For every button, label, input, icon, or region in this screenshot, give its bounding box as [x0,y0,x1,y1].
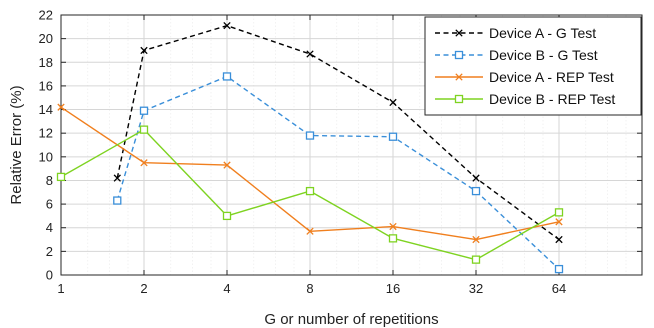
x-tick-label: 4 [223,281,230,296]
data-point [305,186,315,196]
data-point [472,174,480,182]
legend-item: Device B - REP Test [435,91,615,107]
x-marker-stroke [472,174,480,182]
legend-marker [455,73,463,81]
y-tick-label: 20 [39,31,53,46]
x-tick-label: 8 [306,281,313,296]
x-tick-label: 16 [386,281,400,296]
data-point [57,103,65,111]
legend-marker [455,29,463,37]
x-tick-label: 64 [552,281,566,296]
data-point [223,21,231,30]
x-marker-stroke [472,235,480,244]
data-point [113,174,121,182]
x-marker-stroke [555,235,563,244]
data-point [139,125,149,134]
x-marker-stroke [113,174,121,182]
x-tick-label: 2 [140,281,147,296]
y-tick-label: 18 [39,55,53,70]
data-point [139,106,149,115]
data-point [222,211,232,221]
series-2 [57,103,563,244]
data-point [223,161,231,169]
data-point [306,50,314,58]
x-marker-stroke [389,222,397,231]
legend-item: Device A - G Test [435,25,596,41]
data-point [472,235,480,244]
data-point [140,46,148,55]
data-point [222,72,232,81]
x-marker-stroke [555,218,563,226]
y-tick-label: 12 [39,126,53,141]
data-point [113,196,122,205]
x-tick-label: 1 [57,281,64,296]
data-point [555,218,563,226]
x-tick-label: 32 [469,281,483,296]
data-point [555,235,563,244]
data-point [389,98,397,107]
legend: Device A - G Test Device B - G Test Device… [424,16,642,116]
legend-label: Device B - G Test [489,47,598,63]
legend-marker [454,50,464,60]
series-0 [113,21,563,244]
y-tick-label: 16 [39,78,53,93]
y-tick-label: 10 [39,149,53,164]
legend-label: Device A - REP Test [489,69,614,85]
x-marker-stroke [223,161,231,169]
series-layer [56,21,564,274]
y-tick-label: 22 [39,8,53,23]
legend-label: Device A - G Test [489,25,596,41]
x-axis-label: G or number of repetitions [264,311,438,328]
y-tick-label: 6 [46,197,53,212]
y-tick-label: 4 [46,220,53,235]
data-point [554,264,564,274]
x-marker-stroke [140,46,148,55]
data-point [305,131,315,140]
data-point [388,132,398,141]
data-point [554,208,564,217]
y-tick-label: 8 [46,173,53,188]
axes-frame [60,14,643,276]
data-point [306,227,314,235]
data-point [140,159,148,167]
legend-marker [454,94,464,104]
x-marker-stroke [223,21,231,30]
data-point [388,234,398,243]
x-marker-stroke [140,159,148,167]
y-tick-label: 0 [46,268,53,283]
legend-label: Device B - REP Test [489,91,615,107]
data-point [56,172,66,182]
data-point [471,255,481,264]
y-tick-label: 2 [46,244,53,259]
data-point [389,222,397,231]
legend-item: Device B - G Test [435,47,598,63]
data-point [471,186,481,196]
legend-item: Device A - REP Test [435,69,614,85]
x-marker-stroke [306,50,314,58]
x-marker-stroke [455,73,463,81]
series-3 [56,125,564,264]
series-1 [113,72,564,274]
x-marker-stroke [57,103,65,111]
x-marker-stroke [306,227,314,235]
y-axis-label: Relative Error (%) [8,85,25,204]
x-marker-stroke [389,98,397,107]
x-marker-stroke [455,29,463,37]
y-tick-label: 14 [39,102,53,117]
